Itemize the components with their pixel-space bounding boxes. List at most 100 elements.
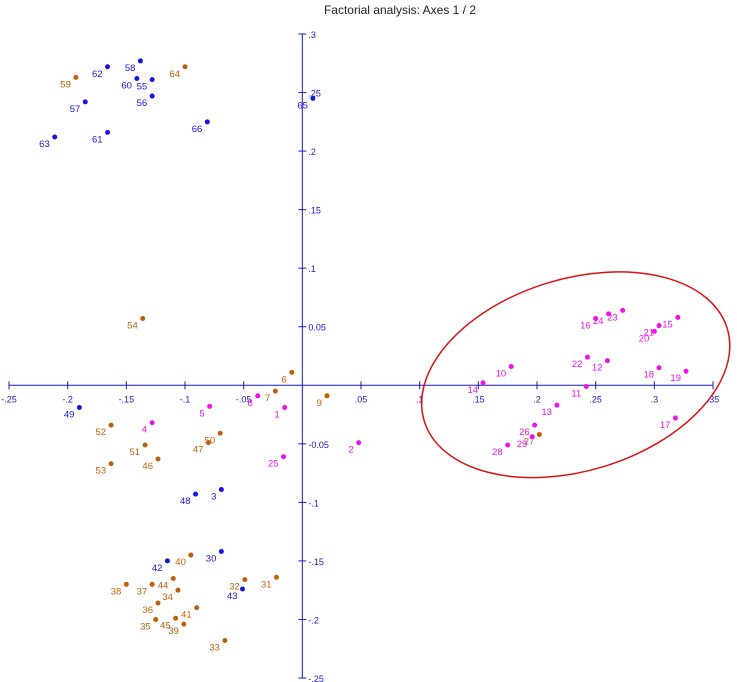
point-48 [193, 491, 199, 497]
point-label-47: 47 [193, 445, 204, 456]
point-15 [675, 314, 681, 320]
point-9 [324, 393, 330, 399]
point-label-1: 1 [274, 410, 279, 421]
point-label-35: 35 [140, 621, 151, 632]
point-16 [593, 316, 599, 322]
point-label-16: 16 [580, 321, 591, 332]
point-label-17: 17 [660, 420, 671, 431]
point-29 [529, 434, 535, 440]
point-label-55: 55 [137, 82, 148, 93]
point-38 [123, 581, 129, 587]
point-64 [182, 64, 188, 70]
point-label-36: 36 [142, 605, 153, 616]
point-label-43: 43 [227, 591, 238, 602]
point-label-12: 12 [592, 363, 603, 374]
point-35 [153, 616, 159, 622]
x-tick-label: -.15 [119, 394, 135, 404]
point-55 [149, 77, 155, 83]
point-label-63: 63 [39, 139, 50, 150]
y-tick-label: -.1 [308, 498, 319, 508]
point-label-19: 19 [670, 373, 681, 384]
point-8 [255, 393, 261, 399]
point-37 [149, 581, 155, 587]
point-label-51: 51 [130, 447, 141, 458]
point-54 [140, 316, 146, 322]
y-tick-label: 0.05 [308, 323, 326, 333]
point-label-20: 20 [639, 333, 650, 344]
point-label-22: 22 [572, 359, 583, 370]
point-label-10: 10 [496, 369, 507, 380]
point-32 [242, 577, 248, 583]
point-label-32: 32 [229, 582, 240, 593]
point-label-44: 44 [158, 580, 169, 591]
point-58 [137, 58, 143, 64]
point-label-41: 41 [181, 610, 192, 621]
point-25 [281, 454, 287, 460]
point-65 [310, 95, 316, 101]
point-label-52: 52 [96, 427, 107, 438]
point-label-57: 57 [70, 104, 81, 115]
y-tick-label: .2 [308, 147, 316, 157]
point-label-56: 56 [137, 98, 148, 109]
point-label-24: 24 [593, 316, 604, 327]
point-label-15: 15 [662, 319, 673, 330]
point-10 [508, 364, 514, 370]
point-label-65: 65 [297, 100, 308, 111]
point-33 [222, 638, 228, 644]
point-label-11: 11 [571, 388, 581, 399]
point-label-6: 6 [281, 374, 286, 385]
point-44 [170, 575, 176, 581]
y-tick-label: -.2 [308, 615, 319, 625]
point-label-7: 7 [265, 393, 270, 404]
y-tick-label: .1 [308, 264, 316, 274]
point-label-27: 27 [524, 436, 535, 447]
point-20 [651, 328, 657, 334]
point-label-38: 38 [111, 586, 122, 597]
point-53 [108, 461, 114, 467]
point-52 [108, 422, 114, 428]
point-label-42: 42 [152, 563, 163, 574]
y-tick-label: -.15 [308, 557, 324, 567]
y-tick-label: .25 [308, 89, 321, 99]
point-1 [282, 405, 288, 411]
point-label-21: 21 [643, 328, 654, 339]
point-label-9: 9 [317, 398, 322, 409]
point-label-50: 50 [205, 435, 216, 446]
point-27 [536, 431, 542, 437]
point-26 [532, 422, 538, 428]
point-label-54: 54 [127, 321, 138, 332]
point-label-66: 66 [192, 124, 203, 135]
point-label-25: 25 [268, 459, 279, 470]
point-13 [554, 402, 560, 408]
x-tick-label: .25 [589, 394, 602, 404]
point-3 [218, 486, 224, 492]
x-tick-label: .05 [355, 394, 368, 404]
x-tick-label: -.2 [62, 394, 73, 404]
point-label-40: 40 [175, 557, 186, 568]
point-56 [149, 93, 155, 99]
point-39 [181, 621, 187, 627]
point-label-8: 8 [247, 398, 252, 409]
point-label-14: 14 [467, 385, 478, 396]
point-7 [272, 388, 278, 394]
y-tick-label: -0.05 [308, 440, 329, 450]
x-tick-label: .35 [707, 394, 720, 404]
point-label-53: 53 [96, 466, 107, 477]
point-21 [656, 323, 662, 329]
axes: -.25 -.2 -.15 -.1 -.05.05.1.15.2.25.3.35.3.2… [1, 30, 719, 682]
point-19 [683, 368, 689, 374]
point-label-49: 49 [64, 410, 75, 421]
point-40 [188, 552, 194, 558]
point-23 [620, 307, 626, 313]
point-label-61: 61 [92, 134, 103, 145]
point-label-13: 13 [541, 407, 552, 418]
point-label-2: 2 [348, 445, 353, 456]
point-17 [672, 415, 678, 421]
point-label-3: 3 [211, 491, 216, 502]
point-label-62: 62 [92, 69, 103, 80]
point-34 [175, 587, 181, 593]
